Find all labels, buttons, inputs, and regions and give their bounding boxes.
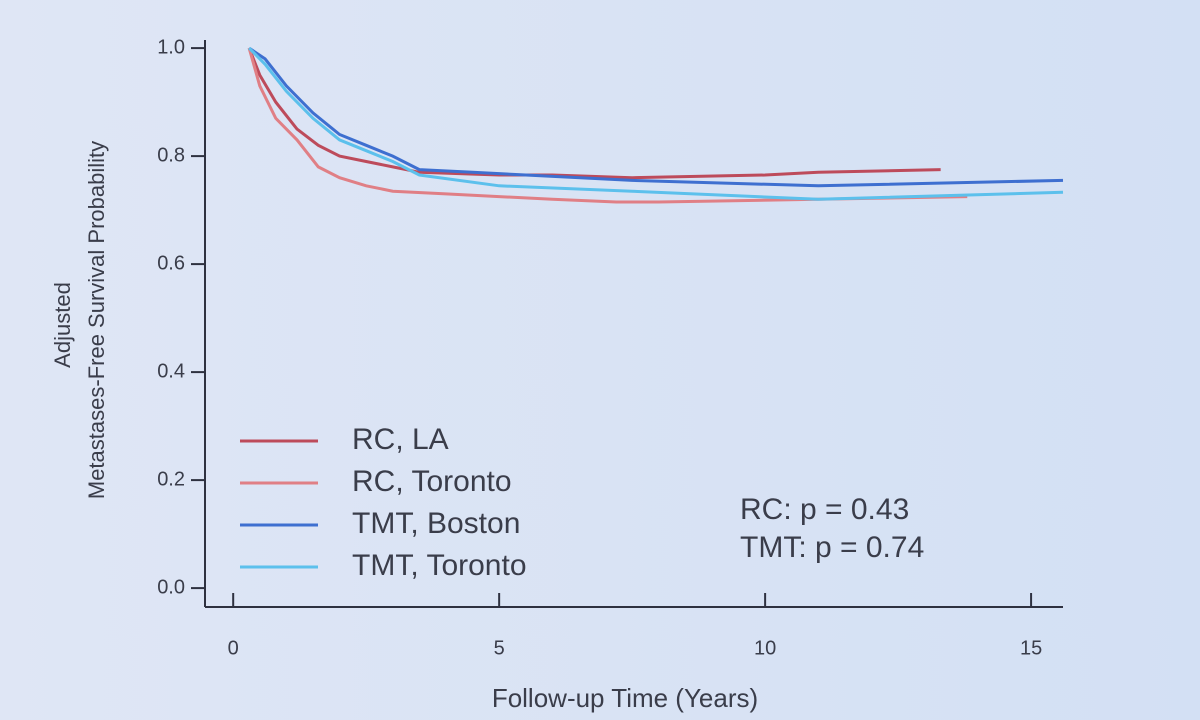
legend-label: RC, Toronto [352,465,512,498]
y-tick-label: 0.6 [157,252,185,274]
series-line [247,47,941,180]
y-axis-label: Adjusted [50,282,75,368]
y-tick-label: 0.8 [157,144,185,166]
series-line [247,47,968,204]
x-tick-label: 10 [754,637,776,659]
x-tick-label: 5 [494,637,505,659]
x-tick-label: 0 [228,637,239,659]
y-tick-label: 1.0 [157,36,185,58]
x-axis-label: Follow-up Time (Years) [492,683,758,713]
legend-label: TMT, Toronto [352,549,527,582]
series-line [248,46,1064,188]
y-tick-label: 0.4 [157,360,185,382]
y-tick-label: 0.2 [157,468,185,490]
x-tick-label: 15 [1020,637,1042,659]
annotation: TMT: p = 0.74 [740,531,924,564]
y-axis-label: Metastases-Free Survival Probability [84,141,109,499]
legend-label: RC, LA [352,423,449,456]
series-line [248,47,1064,201]
legend-label: TMT, Boston [352,507,520,540]
annotation: RC: p = 0.43 [740,493,909,526]
y-tick-label: 0.0 [157,576,185,598]
